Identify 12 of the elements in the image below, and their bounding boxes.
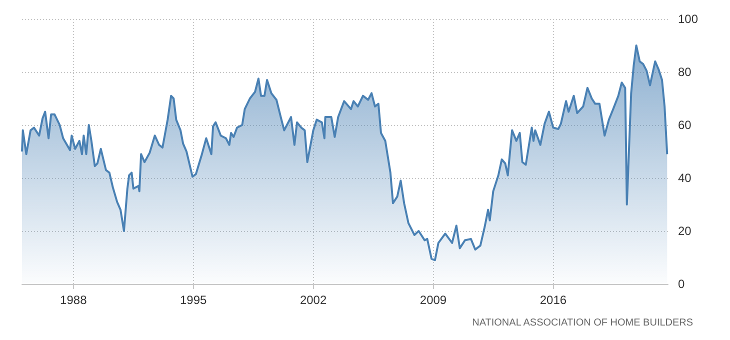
x-tick-label: 1988 [60,293,88,307]
x-tick-label: 2009 [420,293,447,307]
x-tick-label: 2016 [540,293,567,307]
y-tick-label: 0 [678,277,685,291]
text: NATIONAL ASSOCIATION OF HOME BUILDERS [472,318,694,328]
y-tick-label: 60 [678,118,692,132]
x-tick-label: 2002 [300,293,327,307]
y-tick-label: 20 [678,224,692,238]
x-tick-label: 1995 [180,293,208,307]
y-tick-label: 80 [678,65,692,79]
y-tick-label: 100 [678,12,698,26]
y-tick-label: 40 [678,171,692,185]
